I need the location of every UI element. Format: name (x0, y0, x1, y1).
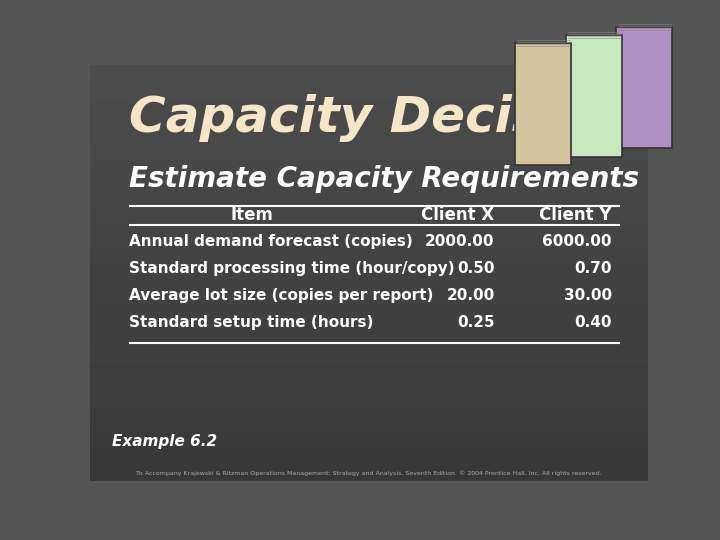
Bar (616, 27, 672, 148)
Text: Annual demand forecast (copies): Annual demand forecast (copies) (129, 234, 413, 249)
Text: 0.70: 0.70 (575, 261, 612, 276)
Bar (566, 35, 622, 157)
Bar (516, 43, 572, 165)
Text: Estimate Capacity Requirements: Estimate Capacity Requirements (129, 165, 639, 193)
Text: To Accompany Krajewski & Ritzman Operations Management: Strategy and Analysis, S: To Accompany Krajewski & Ritzman Operati… (136, 471, 602, 476)
Text: Item: Item (230, 206, 274, 224)
Text: Standard setup time (hours): Standard setup time (hours) (129, 315, 374, 330)
Text: Client X: Client X (421, 206, 495, 224)
Text: 20.00: 20.00 (446, 288, 495, 303)
Text: 2000.00: 2000.00 (425, 234, 495, 249)
Text: Capacity Decisions: Capacity Decisions (129, 94, 658, 142)
Text: 6000.00: 6000.00 (542, 234, 612, 249)
Text: 0.40: 0.40 (575, 315, 612, 330)
Text: 30.00: 30.00 (564, 288, 612, 303)
Text: Example 6.2: Example 6.2 (112, 434, 217, 449)
Text: Average lot size (copies per report): Average lot size (copies per report) (129, 288, 433, 303)
Text: Client Y: Client Y (539, 206, 612, 224)
Text: 0.50: 0.50 (457, 261, 495, 276)
Text: 0.25: 0.25 (457, 315, 495, 330)
Text: Standard processing time (hour/copy): Standard processing time (hour/copy) (129, 261, 455, 276)
